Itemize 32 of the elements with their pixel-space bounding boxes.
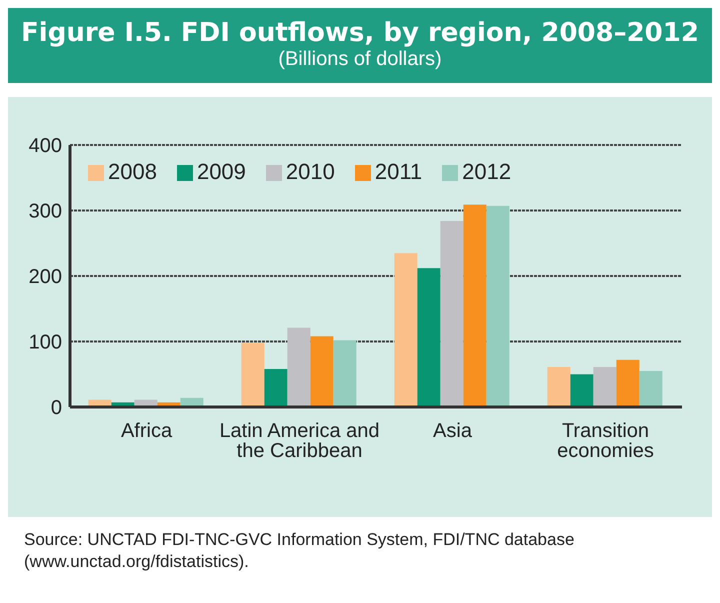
source-note: Source: UNCTAD FDI-TNC-GVC Information System, FDI/TNC database (www.unctad.org/fdistatistics). [24,529,576,574]
bar [570,374,594,407]
x-tick-label: Asia [433,420,473,442]
y-tick-label: 400 [28,135,62,158]
bar [486,206,510,407]
y-tick-label: 200 [28,266,62,288]
bar [639,370,662,407]
bar [593,367,616,407]
x-tick-label: Transition economies [557,420,654,462]
y-tick-label: 300 [28,200,62,223]
bar [333,340,356,407]
bar [394,253,418,407]
legend-label: 2011 [374,159,422,184]
bar [463,204,486,407]
bar [241,342,264,407]
chart-title: Figure I.5. FDI outflows, by region, 2008–2012 [20,18,700,48]
bar [264,369,288,407]
bar [287,328,310,407]
bar [616,360,640,407]
x-tick-label: Africa [120,420,173,442]
bar [310,336,334,407]
bar [417,268,440,407]
legend-label: 2008 [108,159,157,184]
bar [440,220,464,407]
legend-label: 2012 [462,159,512,184]
legend-label: 2009 [196,159,246,184]
bar [547,367,570,407]
chart-subtitle: (Billions of dollars) [277,48,443,71]
legend-label: 2010 [286,159,335,184]
y-tick-label: 0 [50,397,62,420]
y-tick-label: 100 [28,332,62,354]
x-tick-label: Latin America and the Caribbean [219,420,380,462]
